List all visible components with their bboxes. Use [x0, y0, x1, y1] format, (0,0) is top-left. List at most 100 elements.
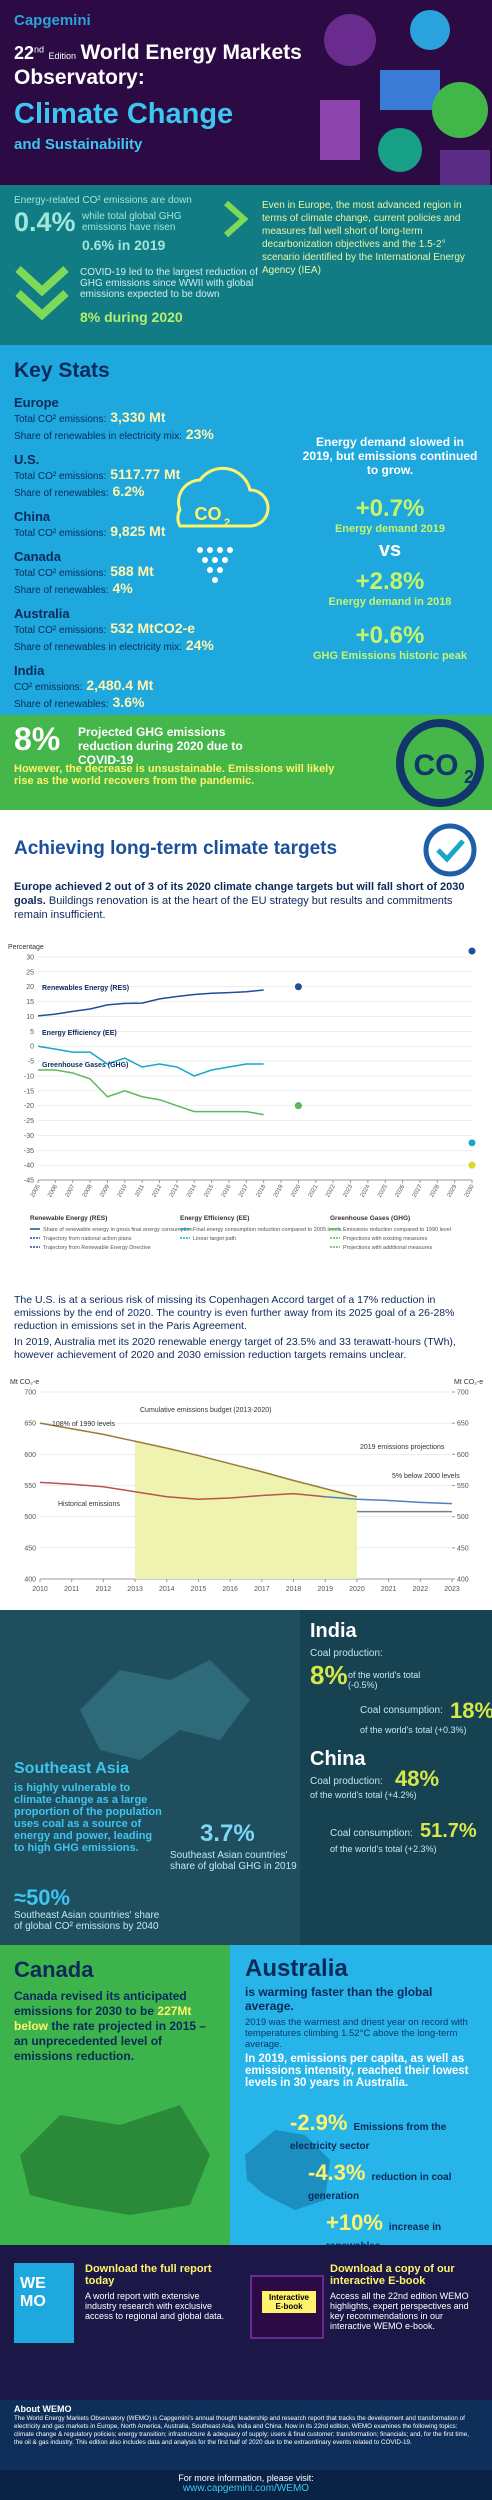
region-line: Total CO² emissions: 9,825 Mt [14, 524, 304, 541]
india-prod-value: 8% [310, 1660, 348, 1690]
australia-item-value: -2.9% [290, 2110, 348, 2135]
region-name: India [14, 663, 45, 678]
australia-item-label: increase in renewables [326, 2222, 442, 2245]
downloads: WE MO Download the full report today A w… [0, 2245, 492, 2400]
y-tick-label: 450 [24, 1545, 36, 1552]
india-title: India [310, 1620, 357, 1642]
report-text: A world report with extensive industry r… [85, 2291, 225, 2321]
x-tick-label: 2025 [377, 1183, 389, 1198]
asia-stat2-value: ≈50% [14, 1885, 71, 1910]
co2-value: 0.4% [14, 207, 76, 237]
x-tick-label: 2021 [308, 1183, 320, 1198]
y2-tick-label: 400 [457, 1577, 469, 1584]
y-tick-label: -40 [24, 1163, 34, 1170]
legend-item: Projections with existing measures [343, 1236, 428, 1242]
y-tick-label: 5 [30, 1029, 34, 1036]
x-tick-label: 2012 [151, 1183, 163, 1198]
y2-axis-label: Mt CO₂-e [454, 1379, 483, 1386]
ebook-text: Access all the 22nd edition WEMO highlig… [330, 2291, 469, 2331]
x-tick-label: 2010 [117, 1183, 129, 1198]
targets-title: Achieving long-term climate targets [14, 838, 338, 859]
about-text: The World Energy Markets Observatory (WE… [14, 2415, 469, 2446]
stat-value: 23% [185, 426, 214, 442]
footer: For more information, please visit: www.… [0, 2470, 492, 2500]
canada-text-pre: Canada revised its anticipated emissions… [14, 1989, 187, 2018]
asia-stat1-label: Southeast Asian countries' share of glob… [170, 1850, 297, 1872]
region-line: Share of renewables: 3.6% [14, 695, 304, 712]
check-icon [423, 823, 477, 877]
india-cons-note: of the world's total (+0.3%) [360, 1725, 467, 1735]
europe-text: Even in Europe, the most advanced region… [262, 200, 465, 276]
demand-headline: Energy demand slowed in 2019, but emissi… [302, 435, 478, 477]
australia-item-value: +10% [326, 2210, 383, 2235]
x-tick-label: 2014 [159, 1586, 175, 1593]
y-tick-label: -10 [24, 1073, 34, 1080]
y2-tick-label: 700 [457, 1390, 469, 1397]
budget-area [135, 1441, 357, 1579]
canada-map [20, 2105, 210, 2215]
x-tick-label: 2010 [32, 1586, 48, 1593]
targets-body: Buildings renovation is at the heart of … [14, 895, 453, 921]
ebook-title[interactable]: Download a copy of our interactive E-boo… [330, 2263, 455, 2287]
x-tick-label: 2014 [186, 1183, 198, 1198]
y2-tick-label: 450 [457, 1545, 469, 1552]
india-cons-label: Coal consumption: [360, 1705, 443, 1716]
key-stats-title: Key Stats [14, 359, 110, 382]
x-tick-label: 2023 [342, 1183, 354, 1198]
australia-item-label: Emissions from the electricity sector [290, 2122, 447, 2152]
region-line: Share of renewables in electricity mix: 2… [14, 638, 304, 655]
region: China Total CO² emissions: 9,825 Mt [14, 509, 304, 541]
legend-item: Share of renewable energy in gross final… [43, 1227, 193, 1233]
region-line: CO² emissions: 2,480.4 Mt [14, 678, 304, 695]
region-name: Europe [14, 395, 59, 410]
stat-value: 588 Mt [110, 563, 154, 579]
targets-2: The U.S. is at a serious risk of missing… [0, 1290, 492, 1610]
x-tick-label: 2005 [30, 1183, 42, 1198]
australia-text: In 2019, emissions per capita, as well a… [245, 2053, 469, 2089]
target-marker [468, 1161, 476, 1169]
legend-item: Final energy consumption reduction compa… [193, 1227, 342, 1233]
x-tick-label: 2027 [412, 1183, 424, 1198]
canada-australia: Canada Canada revised its anticipated em… [0, 1945, 492, 2245]
demand-value: +0.7% [355, 495, 425, 522]
india-prod-note: of the world's total (-0.5%) [348, 1670, 421, 1690]
x-tick-label: 2008 [82, 1183, 94, 1198]
australia-note: 2019 was the warmest and driest year on … [245, 2017, 468, 2050]
series-line [39, 1481, 326, 1500]
region-name: China [14, 509, 51, 524]
about: About WEMO The World Energy Markets Obse… [0, 2400, 492, 2470]
x-tick-label: 2018 [286, 1586, 302, 1593]
report-title[interactable]: Download the full report today [85, 2263, 212, 2287]
x-tick-label: 2026 [394, 1183, 406, 1198]
x-tick-label: 2020 [290, 1183, 302, 1198]
x-tick-label: 2030 [464, 1183, 476, 1198]
australia-item: +10%increase in renewables [326, 2210, 490, 2245]
legend-item: Linear target path [193, 1236, 236, 1242]
region: Europe Total CO² emissions: 3,330 Mt Share … [14, 395, 304, 444]
co2-badge: CO 2 [396, 719, 484, 807]
intro: Energy-related CO² emissions are down 0.… [0, 185, 492, 345]
stat-value: 4% [112, 580, 133, 596]
stat-label: Total CO² emissions: [14, 528, 107, 539]
footer-url[interactable]: www.capgemini.com/WEMO [182, 2483, 310, 2494]
series-line [37, 1045, 264, 1077]
stat-value: 532 MtCO2-e [110, 620, 196, 636]
us-text: The U.S. is at a serious risk of missing… [14, 1294, 455, 1332]
demand-label: GHG Emissions historic peak [312, 650, 468, 662]
region: Australia Total CO² emissions: 532 MtCO2-e… [14, 606, 304, 655]
y-tick-label: 700 [24, 1390, 36, 1397]
demand-list: +0.7% Energy demand 2019 vs +2.8% Energy dem… [300, 495, 480, 676]
projection-text: Projected GHG emissions reduction during… [78, 725, 243, 767]
vs: vs [378, 539, 402, 561]
canada-text-post: the rate projected in 2015 – an unpreced… [14, 2019, 207, 2063]
region-name: Australia [14, 606, 70, 621]
x-tick-label: 2021 [381, 1586, 397, 1593]
target-marker [294, 983, 302, 991]
y-tick-label: 10 [26, 1014, 34, 1021]
y-tick-label: 0 [30, 1044, 34, 1051]
x-tick-label: 2024 [360, 1183, 372, 1198]
edition-number: 22 [14, 43, 35, 63]
region-line: Share of renewables: 6.2% [14, 484, 304, 501]
canada-text-highlight: 227Mt below [14, 2004, 192, 2033]
